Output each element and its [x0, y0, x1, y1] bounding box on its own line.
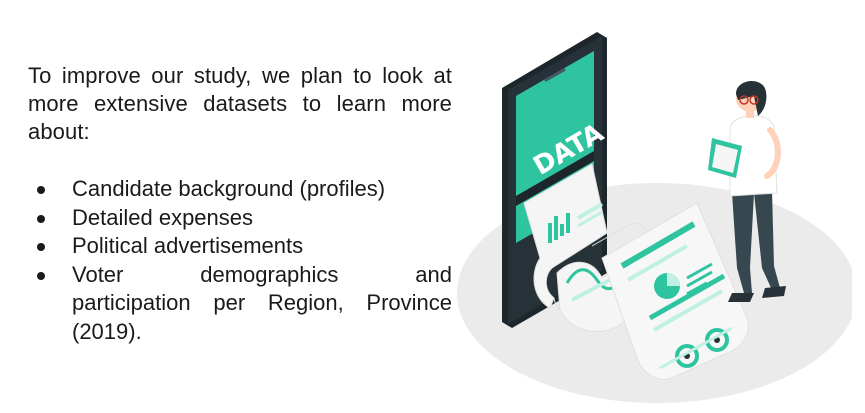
bullet-text: Detailed expenses: [72, 204, 254, 230]
phone-icon: [502, 32, 607, 328]
bullet-dot-icon: [37, 243, 45, 251]
bullet-text: Political advertisements: [72, 233, 304, 258]
bullet-dot-icon: [37, 186, 45, 194]
bullet-text: participation per Region, Province (2019…: [72, 290, 452, 344]
bullet-item: Voter demographics and: [28, 261, 452, 290]
bullet-item: Detailed expenses: [28, 204, 452, 233]
data-illustration: DATA: [457, 32, 852, 403]
text-block: To improve our study, we plan to look at…: [28, 62, 452, 346]
bullet-dot-icon: [37, 271, 45, 280]
bullet-item-continuation: participation per Region, Province (2019…: [28, 289, 452, 346]
person-figure: [708, 80, 786, 302]
receipt-paper: [523, 163, 749, 380]
bullet-text: Voter demographics and: [72, 261, 452, 287]
bullet-text: Candidate background (profiles): [72, 176, 386, 201]
bullet-item: Political advertisements: [28, 232, 452, 261]
bullet-item: Candidate background (profiles): [28, 175, 452, 204]
intro-paragraph: To improve our study, we plan to look at…: [28, 63, 452, 144]
bullet-dot-icon: [37, 214, 45, 223]
bullet-list: Candidate background (profiles) Detailed…: [28, 175, 452, 346]
